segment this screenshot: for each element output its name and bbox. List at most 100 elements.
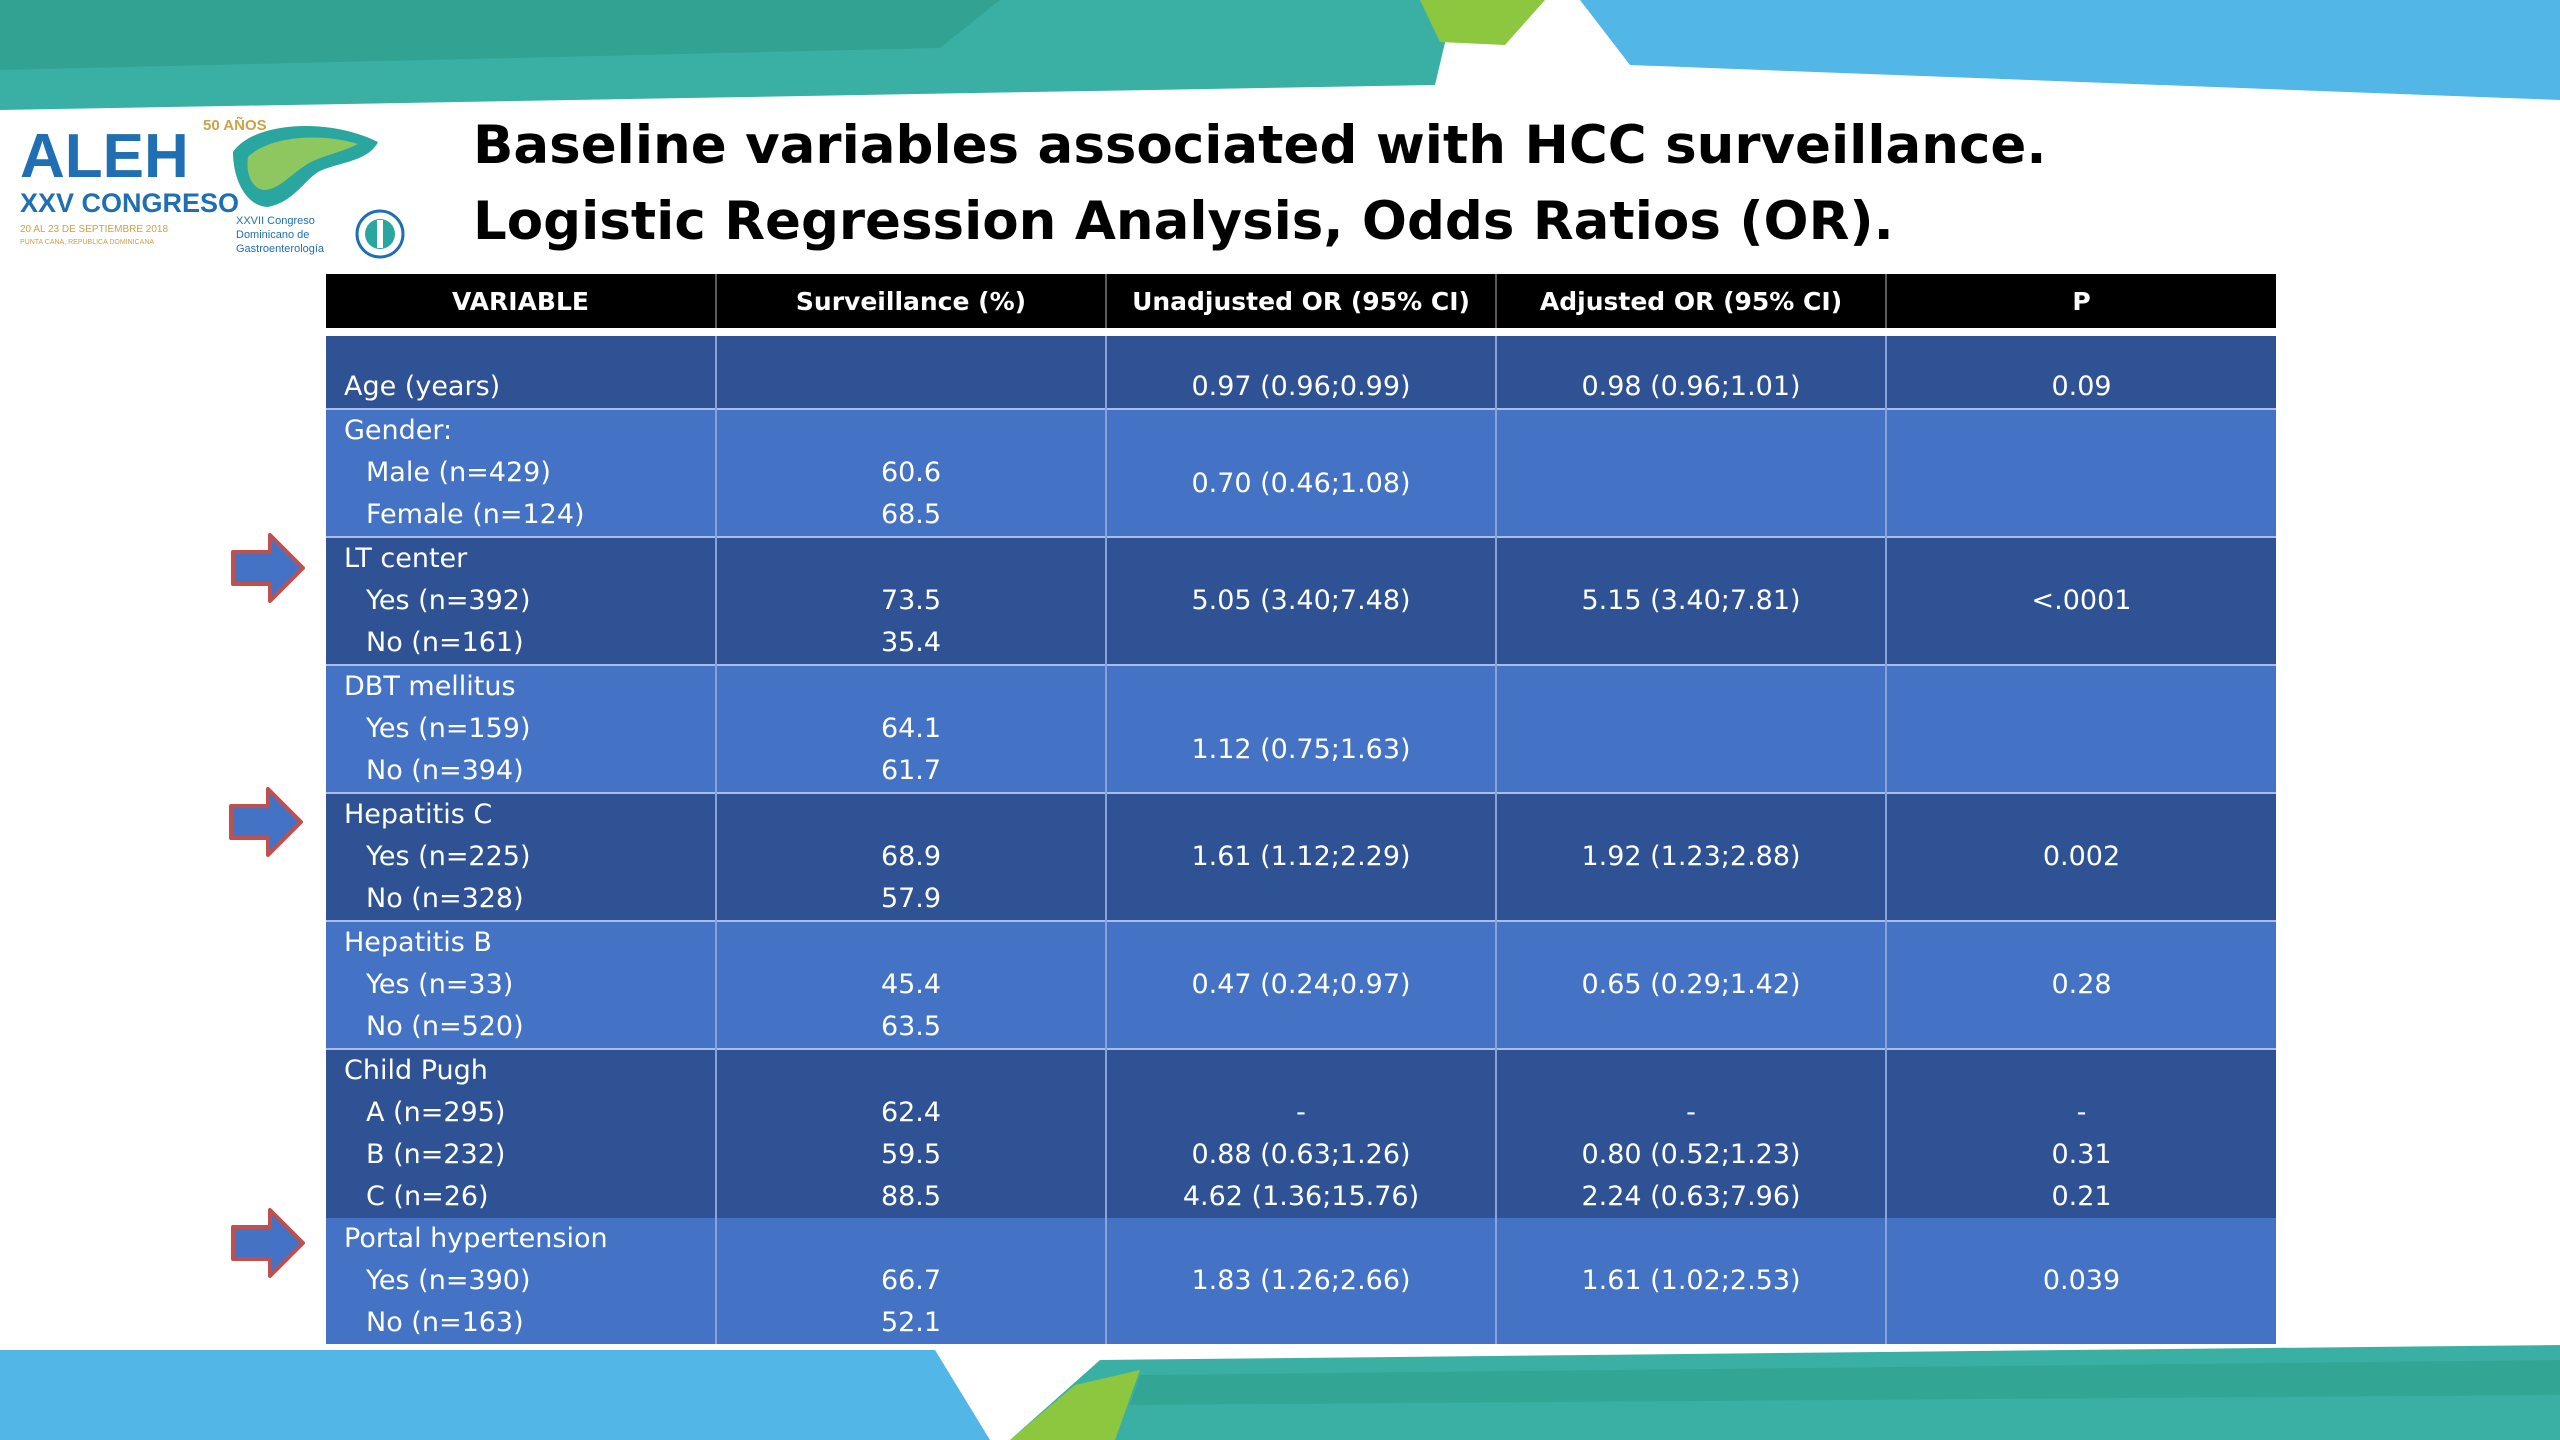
title-line-1: Baseline variables associated with HCC s…: [473, 115, 2047, 176]
surveillance-cell: 59.5: [880, 1139, 942, 1170]
p-value-cell: 0.21: [2051, 1181, 2112, 1212]
subgroup-label: No (n=328): [366, 883, 524, 914]
table-row: Gender: Male (n=429) Female (n=124) 60.6…: [326, 409, 2276, 537]
row-group-dbt-mellitus: DBT mellitus Yes (n=159) No (n=394) 64.1…: [326, 665, 2276, 793]
p-value-cell: 0.039: [2042, 1265, 2121, 1296]
logo-partner-line-1: XXVII Congreso: [236, 215, 315, 227]
logo-brand: ALEH: [20, 122, 189, 191]
p-value-cell: 0.28: [2051, 969, 2112, 1000]
variable-label: LT center: [344, 543, 468, 574]
table-row: LT center Yes (n=392) No (n=161) 73.5 35…: [326, 537, 2276, 665]
variable-label: Gender:: [344, 415, 453, 446]
congress-logo: 50 AÑOS ALEH XXV CONGRESO 20 AL 23 DE SE…: [18, 112, 418, 262]
right-arrow-icon: [231, 1208, 305, 1278]
surveillance-cell: 62.4: [880, 1097, 942, 1128]
table-row: Age (years) 0.97 (0.96;0.99) 0.98 (0.96;…: [326, 336, 2276, 409]
logo-partner-line-3: Gastroenterología: [236, 243, 325, 255]
unadjusted-or-cell: 0.47 (0.24;0.97): [1191, 969, 1411, 1000]
surveillance-cell: 68.9: [880, 841, 942, 872]
adjusted-or-cell: 2.24 (0.63;7.96): [1581, 1181, 1801, 1212]
table-row: Portal hypertension Yes (n=390) No (n=16…: [326, 1218, 2276, 1344]
p-value-cell: 0.31: [2051, 1139, 2112, 1170]
adjusted-or-cell: 5.15 (3.40;7.81): [1581, 585, 1801, 616]
surveillance-cell: 57.9: [880, 883, 942, 914]
row-group-child-pugh: Child Pugh A (n=295) B (n=232) C (n=26) …: [326, 1049, 2276, 1218]
header-surveillance: Surveillance (%): [716, 274, 1107, 328]
surveillance-cell: 61.7: [880, 755, 942, 786]
unadjusted-or-cell: 0.70 (0.46;1.08): [1191, 468, 1411, 499]
subgroup-label: Yes (n=33): [366, 969, 514, 1000]
surveillance-cell: 88.5: [880, 1181, 942, 1212]
surveillance-cell: 63.5: [880, 1011, 942, 1042]
subgroup-label: B (n=232): [366, 1139, 506, 1170]
adjusted-or-cell: 1.61 (1.02;2.53): [1581, 1265, 1801, 1296]
surveillance-cell: 66.7: [880, 1265, 942, 1296]
subgroup-label: A (n=295): [366, 1097, 506, 1128]
variable-label: Portal hypertension: [344, 1223, 608, 1254]
subgroup-label: No (n=394): [366, 755, 524, 786]
title-line-2: Logistic Regression Analysis, Odds Ratio…: [473, 191, 1894, 252]
variable-label: Hepatitis B: [344, 927, 492, 958]
table-row: Child Pugh A (n=295) B (n=232) C (n=26) …: [326, 1049, 2276, 1218]
table-row: Hepatitis C Yes (n=225) No (n=328) 68.9 …: [326, 793, 2276, 921]
subgroup-label: Yes (n=159): [366, 713, 531, 744]
subgroup-label: No (n=520): [366, 1011, 524, 1042]
logo-location: PUNTA CANA, REPUBLICA DOMINICANA: [20, 239, 154, 246]
unadjusted-or-cell: 5.05 (3.40;7.48): [1191, 585, 1411, 616]
row-group-hepatitis-c: Hepatitis C Yes (n=225) No (n=328) 68.9 …: [326, 793, 2276, 921]
subgroup-label: Male (n=429): [366, 457, 551, 488]
row-group-portal-hypertension: Portal hypertension Yes (n=390) No (n=16…: [326, 1218, 2276, 1344]
subgroup-label: No (n=161): [366, 627, 524, 658]
logo-dates: 20 AL 23 DE SEPTIEMBRE 2018: [20, 224, 168, 235]
unadjusted-or-cell: 1.12 (0.75;1.63): [1191, 734, 1411, 765]
surveillance-cell: 68.5: [880, 499, 942, 530]
subgroup-label: Female (n=124): [366, 499, 585, 530]
regression-table: VARIABLE Surveillance (%) Unadjusted OR …: [326, 274, 2276, 1344]
header-adjusted-or: Adjusted OR (95% CI): [1496, 274, 1887, 328]
unadjusted-or-cell: 0.97 (0.96;0.99): [1191, 371, 1411, 402]
surveillance-cell: 45.4: [880, 969, 942, 1000]
adjusted-or-cell: 1.92 (1.23;2.88): [1581, 841, 1801, 872]
adjusted-or-cell: 0.65 (0.29;1.42): [1581, 969, 1801, 1000]
unadjusted-or-cell: 4.62 (1.36;15.76): [1182, 1181, 1420, 1212]
adjusted-or-cell: -: [1686, 1097, 1696, 1128]
subgroup-label: Yes (n=392): [366, 585, 531, 616]
row-group-lt-center: LT center Yes (n=392) No (n=161) 73.5 35…: [326, 537, 2276, 665]
header-p-value: P: [1886, 274, 2276, 328]
variable-label: Age (years): [344, 371, 501, 402]
table-row: DBT mellitus Yes (n=159) No (n=394) 64.1…: [326, 665, 2276, 793]
right-arrow-icon: [229, 787, 303, 857]
table-header-row: VARIABLE Surveillance (%) Unadjusted OR …: [326, 274, 2276, 328]
surveillance-cell: 35.4: [880, 627, 942, 658]
variable-label: Child Pugh: [344, 1055, 488, 1086]
surveillance-cell: 60.6: [880, 457, 942, 488]
p-value-cell: <.0001: [2031, 585, 2132, 616]
table-row: Hepatitis B Yes (n=33) No (n=520) 45.4 6…: [326, 921, 2276, 1049]
surveillance-cell: 52.1: [880, 1307, 942, 1338]
unadjusted-or-cell: -: [1296, 1097, 1306, 1128]
surveillance-cell: 73.5: [880, 585, 942, 616]
adjusted-or-cell: 0.98 (0.96;1.01): [1581, 371, 1801, 402]
surveillance-cell: 64.1: [880, 713, 942, 744]
row-group-hepatitis-b: Hepatitis B Yes (n=33) No (n=520) 45.4 6…: [326, 921, 2276, 1049]
logo-congress: XXV CONGRESO: [20, 188, 239, 218]
subgroup-label: Yes (n=225): [366, 841, 531, 872]
slide-title: Baseline variables associated with HCC s…: [473, 108, 2323, 260]
subgroup-label: Yes (n=390): [366, 1265, 531, 1296]
variable-label: Hepatitis C: [344, 799, 493, 830]
adjusted-or-cell: 0.80 (0.52;1.23): [1581, 1139, 1801, 1170]
right-arrow-icon: [231, 533, 305, 603]
row-group-age: Age (years) 0.97 (0.96;0.99) 0.98 (0.96;…: [326, 336, 2276, 409]
p-value-cell: -: [2076, 1097, 2087, 1128]
header-variable: VARIABLE: [326, 274, 717, 328]
logo-anniversary: 50 AÑOS: [203, 116, 267, 134]
unadjusted-or-cell: 1.83 (1.26;2.66): [1191, 1265, 1411, 1296]
row-group-gender: Gender: Male (n=429) Female (n=124) 60.6…: [326, 409, 2276, 537]
subgroup-label: No (n=163): [366, 1307, 524, 1338]
p-value-cell: 0.09: [2051, 371, 2112, 402]
subgroup-label: C (n=26): [366, 1181, 489, 1212]
p-value-cell: 0.002: [2042, 841, 2121, 872]
logo-partner-line-2: Dominicano de: [236, 229, 309, 241]
unadjusted-or-cell: 0.88 (0.63;1.26): [1191, 1139, 1411, 1170]
